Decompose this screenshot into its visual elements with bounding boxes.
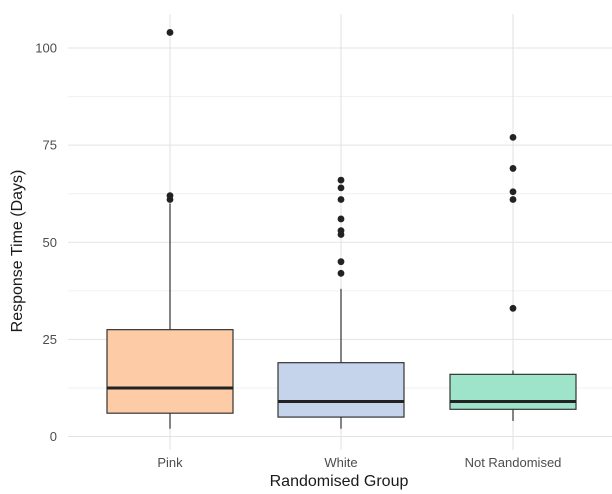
y-tick-label: 75: [43, 138, 57, 153]
x-axis-title: Randomised Group: [270, 473, 409, 490]
outlier-point: [337, 196, 345, 203]
x-tick-label: White: [324, 455, 357, 470]
box-iqr: [449, 373, 577, 410]
y-axis-title: Response Time (Days): [9, 170, 26, 333]
outlier-point: [509, 165, 517, 172]
outlier-point: [509, 196, 517, 203]
outlier-point: [337, 269, 345, 277]
outlier-point: [337, 215, 345, 223]
outlier-point: [166, 29, 174, 36]
y-tick-label: 0: [50, 429, 57, 444]
y-tick-label: 25: [43, 332, 57, 347]
y-tick-label: 50: [43, 235, 57, 250]
outlier-point: [509, 133, 517, 141]
x-axis-ticks: Pink White Not Randomised: [157, 455, 561, 470]
outlier-point: [337, 227, 345, 234]
outlier-point: [166, 192, 174, 200]
outlier-point: [509, 188, 517, 196]
box-white: [277, 176, 405, 429]
outlier-point: [509, 304, 517, 312]
outlier-point: [337, 258, 345, 266]
box-iqr: [106, 329, 234, 414]
y-axis-ticks: 0 25 50 75 100: [35, 41, 57, 445]
box-iqr: [277, 362, 405, 418]
x-tick-label: Pink: [157, 455, 183, 470]
outlier-point: [337, 176, 345, 184]
y-tick-label: 100: [35, 41, 57, 56]
outlier-point: [337, 184, 345, 192]
box-not-randomised: [449, 133, 577, 421]
x-tick-label: Not Randomised: [465, 455, 562, 470]
box-pink: [106, 29, 234, 429]
box-series: [106, 29, 577, 429]
